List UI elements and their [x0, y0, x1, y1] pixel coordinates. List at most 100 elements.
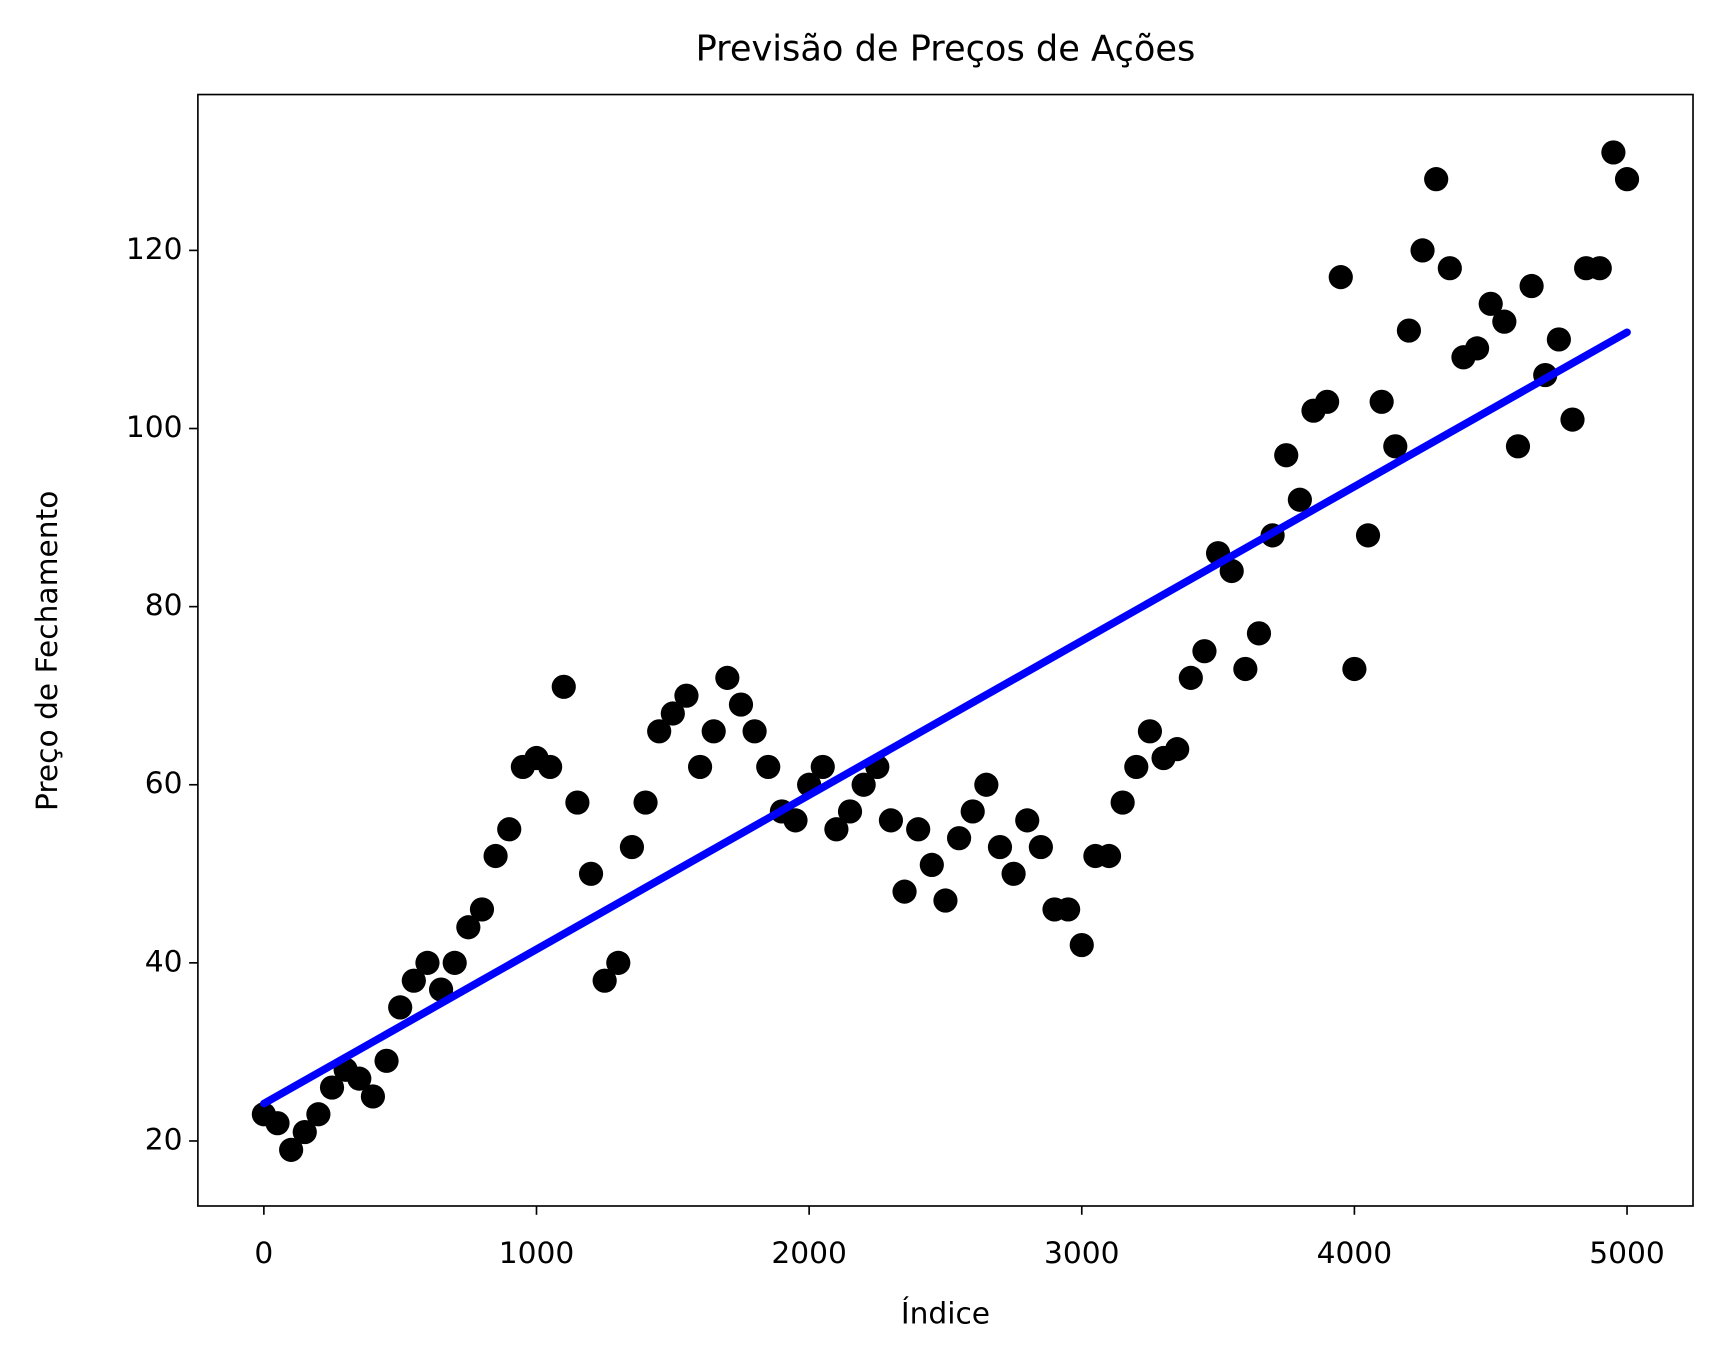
scatter-point — [728, 692, 754, 717]
scatter-point — [1369, 389, 1394, 414]
scatter-point — [701, 719, 726, 744]
scatter-point — [1124, 754, 1149, 780]
scatter-point — [837, 799, 863, 824]
scatter-point — [810, 754, 835, 780]
scatter-point — [647, 719, 672, 744]
scatter-point — [319, 1075, 345, 1100]
scatter-point — [292, 1119, 317, 1145]
y-tick-label: 20 — [145, 1121, 183, 1156]
scatter-point — [578, 861, 604, 886]
scatter-point — [551, 674, 576, 699]
scatter-point — [1315, 389, 1340, 414]
scatter-point — [1601, 140, 1626, 165]
scatter-point — [347, 1066, 372, 1091]
scatter-point — [497, 817, 522, 842]
scatter-point — [1342, 656, 1367, 682]
scatter-point — [878, 808, 904, 833]
scatter-point — [974, 772, 999, 797]
scatter-point — [442, 950, 467, 975]
scatter-point — [1056, 897, 1081, 922]
scatter-point — [1383, 434, 1408, 459]
y-tick-label: 40 — [145, 943, 183, 978]
scatter-point — [1096, 843, 1122, 869]
scatter-point — [960, 799, 985, 824]
scatter-point — [660, 701, 685, 726]
scatter-point — [1137, 719, 1163, 744]
scatter-point — [360, 1084, 386, 1109]
scatter-point — [1505, 434, 1531, 459]
scatter-point — [565, 790, 590, 815]
scatter-point — [1328, 265, 1353, 290]
scatter-point — [1519, 273, 1544, 299]
scatter-point — [415, 950, 440, 975]
scatter-point — [279, 1137, 304, 1162]
scatter-point — [388, 995, 413, 1020]
scatter-point — [1001, 861, 1026, 886]
y-tick-label: 120 — [126, 231, 183, 266]
scatter-point — [469, 897, 495, 922]
scatter-point — [1178, 665, 1203, 690]
scatter-point — [933, 888, 958, 913]
scatter-point — [851, 772, 876, 797]
scatter-point — [374, 1048, 399, 1073]
y-tick-label: 60 — [145, 765, 183, 800]
y-axis-label: Preço de Fechamento — [29, 491, 64, 811]
scatter-point — [633, 790, 658, 815]
x-axis-label: Índice — [901, 1295, 990, 1330]
scatter-point — [306, 1102, 331, 1127]
scatter-point — [687, 754, 713, 780]
scatter-point — [1492, 309, 1517, 334]
scatter-point — [1614, 167, 1640, 192]
scatter-point — [1355, 523, 1381, 548]
scatter-point — [1069, 932, 1094, 958]
scatter-point — [892, 879, 917, 904]
scatter-point — [1219, 558, 1244, 584]
scatter-point — [742, 719, 767, 744]
scatter-point — [1410, 238, 1435, 263]
scatter-point — [906, 817, 931, 842]
scatter-point — [1233, 656, 1258, 682]
x-tick-label: 1000 — [499, 1235, 575, 1270]
scatter-point — [1546, 327, 1571, 352]
scatter-point — [456, 915, 481, 940]
x-tick-label: 5000 — [1589, 1235, 1665, 1270]
scatter-point — [1015, 808, 1040, 833]
scatter-point — [1028, 834, 1053, 860]
scatter-point — [946, 826, 972, 851]
x-tick-label: 4000 — [1317, 1235, 1393, 1270]
scatter-point — [592, 968, 617, 993]
scatter-point — [1274, 443, 1299, 468]
scatter-point — [1464, 336, 1490, 361]
scatter-point — [1437, 256, 1462, 281]
scatter-point — [1246, 621, 1272, 646]
x-tick-label: 3000 — [1044, 1235, 1120, 1270]
scatter-point — [987, 834, 1013, 860]
regression-line — [260, 328, 1631, 1108]
scatter-point — [1587, 256, 1612, 281]
scatter-point — [1192, 639, 1217, 664]
scatter-point — [606, 950, 631, 975]
scatter-point — [783, 808, 808, 833]
scatter-point — [674, 683, 699, 708]
scatter-point — [1478, 291, 1503, 316]
scatter-point — [1287, 487, 1312, 512]
scatter-point — [824, 817, 849, 842]
scatter-point — [715, 665, 740, 690]
scatter-point — [401, 968, 426, 993]
scatter-point — [538, 754, 563, 780]
chart-title: Previsão de Preços de Ações — [696, 29, 1196, 70]
scatter-point — [1110, 790, 1135, 815]
scatter-point — [1424, 167, 1449, 192]
scatter-point — [1165, 737, 1190, 762]
plot-frame — [197, 93, 1694, 1207]
x-tick-label: 0 — [254, 1235, 273, 1270]
scatter-point — [619, 834, 645, 860]
y-tick-label: 80 — [145, 587, 183, 622]
scatter-point — [756, 754, 781, 780]
scatter-point — [1396, 318, 1422, 343]
y-tick-label: 100 — [126, 409, 183, 444]
scatter-point — [1560, 407, 1585, 432]
scatter-point — [919, 852, 944, 877]
scatter-point — [483, 843, 508, 869]
